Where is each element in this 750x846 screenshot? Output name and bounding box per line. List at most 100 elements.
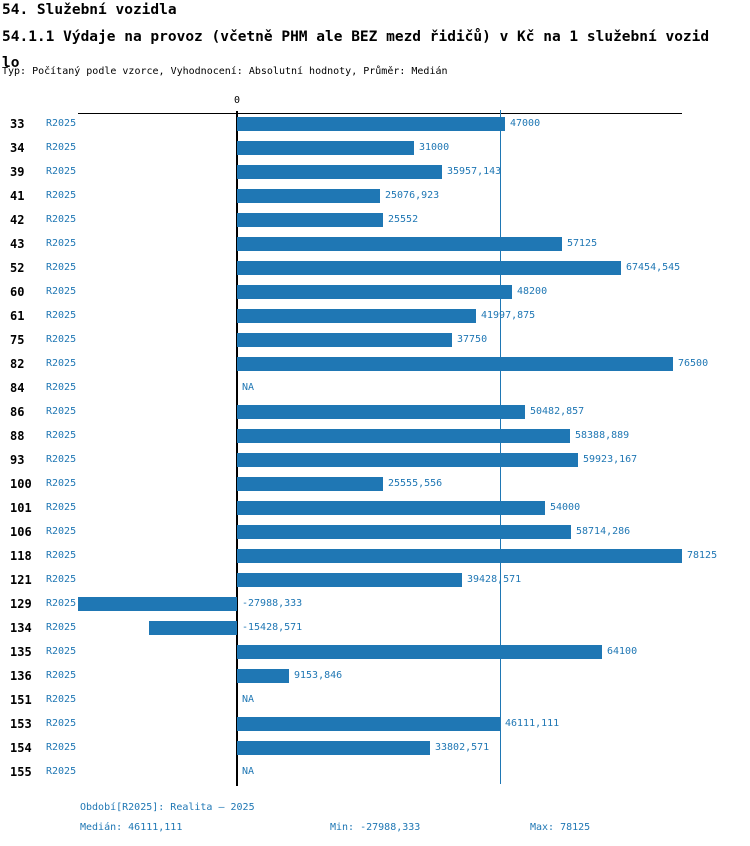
chart-row: 33 R2025 47000 xyxy=(0,112,750,136)
row-series-label: R2025 xyxy=(46,358,77,369)
value-bar xyxy=(237,525,571,539)
row-series-label: R2025 xyxy=(46,526,77,537)
row-value-label: 50482,857 xyxy=(530,406,585,417)
row-id-label: 43 xyxy=(10,237,25,251)
row-series-label: R2025 xyxy=(46,718,77,729)
report-title: 54. Služební vozidla xyxy=(2,2,177,18)
chart-row: 153 R2025 46111,111 xyxy=(0,712,750,736)
value-bar xyxy=(237,405,525,419)
bar-chart: 0 33 R2025 47000 34 R2025 31000 39 R2025 35957,1… xyxy=(0,95,750,786)
row-value-label: 47000 xyxy=(510,118,541,129)
row-value-label: 25552 xyxy=(388,214,419,225)
value-bar xyxy=(237,333,452,347)
row-id-label: 61 xyxy=(10,309,25,323)
value-bar xyxy=(237,357,673,371)
row-value-label: -27988,333 xyxy=(242,598,303,609)
row-id-label: 34 xyxy=(10,141,25,155)
row-id-label: 75 xyxy=(10,333,25,347)
row-series-label: R2025 xyxy=(46,766,77,777)
row-value-label: 59923,167 xyxy=(583,454,638,465)
chart-row: 52 R2025 67454,545 xyxy=(0,256,750,280)
row-id-label: 101 xyxy=(10,501,32,515)
row-series-label: R2025 xyxy=(46,190,77,201)
row-id-label: 135 xyxy=(10,645,32,659)
row-series-label: R2025 xyxy=(46,142,77,153)
chart-row: 61 R2025 41997,875 xyxy=(0,304,750,328)
footer-max: Max: 78125 xyxy=(530,822,591,833)
value-bar xyxy=(237,261,621,275)
report-subtitle: 54.1.1 Výdaje na provoz (včetně PHM ale … xyxy=(2,29,710,71)
row-id-label: 136 xyxy=(10,669,32,683)
row-series-label: R2025 xyxy=(46,622,77,633)
median-line xyxy=(500,110,501,784)
row-value-label: 31000 xyxy=(419,142,450,153)
value-bar xyxy=(237,285,512,299)
row-id-label: 93 xyxy=(10,453,25,467)
report-meta-line: Typ: Počítaný podle vzorce, Vyhodnocení:… xyxy=(2,66,448,77)
value-bar xyxy=(237,501,545,515)
row-value-label: 46111,111 xyxy=(505,718,560,729)
row-id-label: 52 xyxy=(10,261,25,275)
chart-row: 106 R2025 58714,286 xyxy=(0,520,750,544)
row-series-label: R2025 xyxy=(46,598,77,609)
row-id-label: 33 xyxy=(10,117,25,131)
chart-row: 154 R2025 33802,571 xyxy=(0,736,750,760)
chart-row: 155 R2025 NA xyxy=(0,760,750,784)
row-value-label: NA xyxy=(242,766,255,777)
row-id-label: 41 xyxy=(10,189,25,203)
row-value-label: 48200 xyxy=(517,286,548,297)
chart-row: 88 R2025 58388,889 xyxy=(0,424,750,448)
row-id-label: 151 xyxy=(10,693,32,707)
value-bar xyxy=(237,429,570,443)
chart-row: 75 R2025 37750 xyxy=(0,328,750,352)
row-series-label: R2025 xyxy=(46,502,77,513)
row-series-label: R2025 xyxy=(46,574,77,585)
value-bar xyxy=(237,717,500,731)
value-bar xyxy=(237,309,476,323)
row-value-label: NA xyxy=(242,382,255,393)
row-value-label: 78125 xyxy=(687,550,718,561)
value-bar xyxy=(237,237,562,251)
row-id-label: 153 xyxy=(10,717,32,731)
value-bar xyxy=(237,477,383,491)
row-value-label: -15428,571 xyxy=(242,622,303,633)
row-value-label: 33802,571 xyxy=(435,742,490,753)
row-series-label: R2025 xyxy=(46,646,77,657)
row-series-label: R2025 xyxy=(46,286,77,297)
row-value-label: 57125 xyxy=(567,238,598,249)
row-id-label: 60 xyxy=(10,285,25,299)
chart-row: 121 R2025 39428,571 xyxy=(0,568,750,592)
row-series-label: R2025 xyxy=(46,262,77,273)
value-bar xyxy=(237,453,578,467)
row-series-label: R2025 xyxy=(46,166,77,177)
row-series-label: R2025 xyxy=(46,550,77,561)
chart-row: 136 R2025 9153,846 xyxy=(0,664,750,688)
row-series-label: R2025 xyxy=(46,238,77,249)
row-value-label: 37750 xyxy=(457,334,488,345)
row-id-label: 39 xyxy=(10,165,25,179)
chart-row: 82 R2025 76500 xyxy=(0,352,750,376)
chart-row: 41 R2025 25076,923 xyxy=(0,184,750,208)
chart-row: 151 R2025 NA xyxy=(0,688,750,712)
row-id-label: 88 xyxy=(10,429,25,443)
chart-row: 129 R2025 -27988,333 xyxy=(0,592,750,616)
row-value-label: 54000 xyxy=(550,502,581,513)
footer-min: Min: -27988,333 xyxy=(330,822,421,833)
row-id-label: 154 xyxy=(10,741,32,755)
row-series-label: R2025 xyxy=(46,454,77,465)
row-series-label: R2025 xyxy=(46,118,77,129)
row-value-label: 41997,875 xyxy=(481,310,536,321)
row-series-label: R2025 xyxy=(46,694,77,705)
row-series-label: R2025 xyxy=(46,430,77,441)
zero-axis-line xyxy=(236,111,238,786)
chart-row: 43 R2025 57125 xyxy=(0,232,750,256)
row-value-label: 76500 xyxy=(678,358,709,369)
row-series-label: R2025 xyxy=(46,334,77,345)
row-value-label: 25555,556 xyxy=(388,478,443,489)
row-series-label: R2025 xyxy=(46,406,77,417)
chart-row: 134 R2025 -15428,571 xyxy=(0,616,750,640)
footer-period: Období[R2025]: Realita – 2025 xyxy=(80,802,255,813)
chart-row: 101 R2025 54000 xyxy=(0,496,750,520)
chart-row: 86 R2025 50482,857 xyxy=(0,400,750,424)
chart-row: 39 R2025 35957,143 xyxy=(0,160,750,184)
